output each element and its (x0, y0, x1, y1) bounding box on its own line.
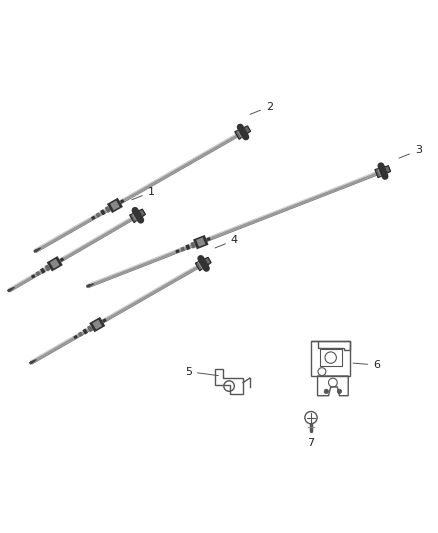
Text: 4: 4 (215, 235, 238, 248)
Text: 5: 5 (185, 367, 219, 377)
Text: 2: 2 (250, 102, 273, 115)
Text: 3: 3 (399, 146, 422, 158)
Circle shape (337, 389, 342, 393)
Polygon shape (130, 209, 145, 223)
Polygon shape (235, 126, 251, 139)
Bar (320, 349, 342, 366)
Text: 6: 6 (353, 360, 380, 370)
Text: 7: 7 (307, 438, 314, 448)
Circle shape (324, 389, 328, 393)
Polygon shape (375, 166, 391, 177)
Polygon shape (195, 257, 211, 271)
Text: 1: 1 (132, 187, 155, 200)
